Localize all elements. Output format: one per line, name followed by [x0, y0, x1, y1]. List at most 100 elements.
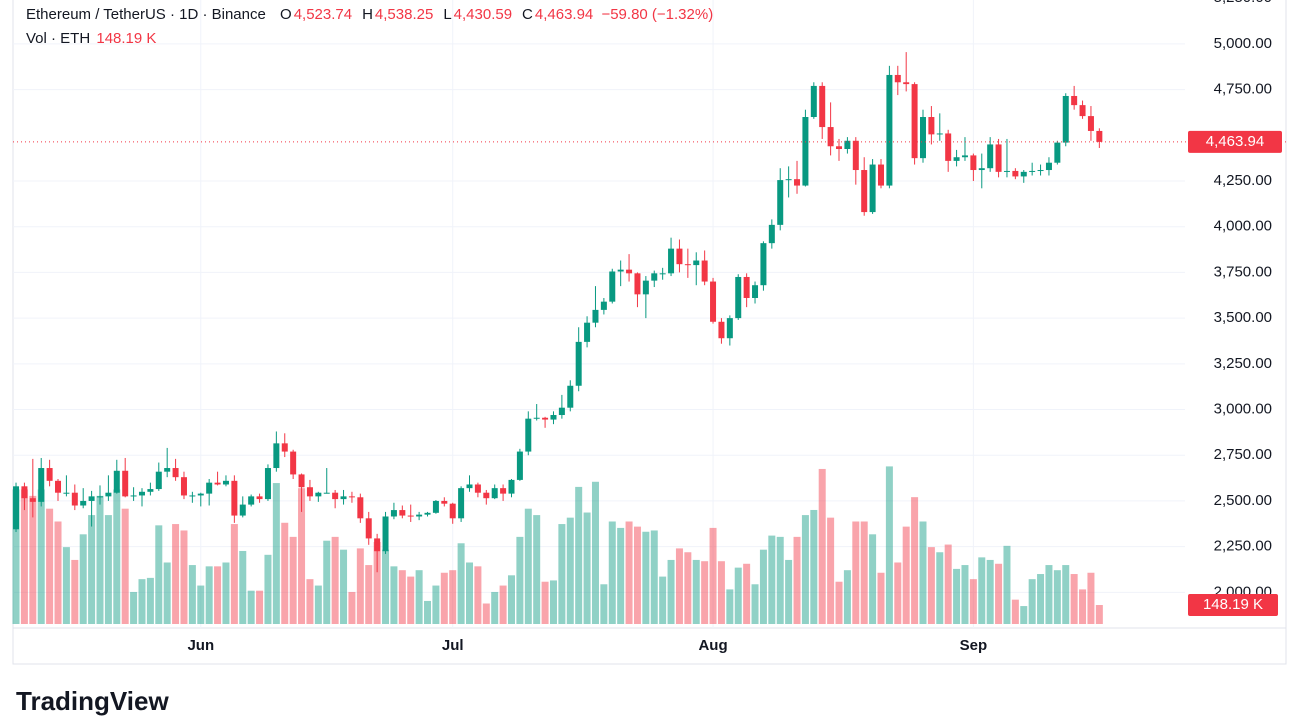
volume-bar	[617, 527, 625, 624]
candle-body	[852, 140, 859, 171]
candle-body	[264, 468, 271, 500]
candle-body	[558, 407, 565, 416]
candle-body	[953, 157, 960, 161]
volume-bar	[911, 497, 919, 624]
volume-pane	[12, 466, 1103, 624]
volume-bar	[306, 579, 314, 624]
candle-body	[290, 451, 297, 475]
candles	[13, 52, 1103, 573]
volume-bar	[491, 591, 499, 624]
candle-body	[777, 180, 784, 225]
volume-bar	[843, 570, 851, 624]
volume-bar	[1087, 572, 1095, 624]
volume-bar	[256, 590, 264, 624]
candle-body	[432, 500, 439, 513]
candle-body	[416, 514, 423, 517]
volume-bar	[885, 466, 893, 624]
candle-body	[903, 82, 910, 85]
candle-body	[525, 418, 532, 452]
volume-bar	[1020, 606, 1028, 624]
candle-body	[306, 487, 313, 497]
candle-body	[1012, 170, 1019, 177]
volume-bar	[558, 524, 566, 624]
candle-body	[46, 468, 53, 481]
candle-body	[701, 260, 708, 282]
volume-bar	[591, 481, 599, 624]
x-tick-label: Jul	[442, 637, 464, 654]
candle-body	[516, 451, 523, 480]
volume-bar	[340, 549, 348, 624]
volume-line: Vol · ETH 148.19 K	[26, 30, 158, 47]
volume-bar	[801, 515, 809, 624]
volume-bar	[121, 508, 129, 624]
candle-body	[1079, 105, 1086, 117]
candle-body	[222, 480, 229, 485]
y-tick-label: 5,250.00	[1214, 0, 1272, 6]
candle-body	[550, 415, 557, 420]
candle-body	[483, 492, 490, 499]
volume-bar	[709, 527, 717, 624]
last-price-label: 4,463.94	[1206, 133, 1264, 150]
volume-bar	[583, 512, 591, 624]
volume-bar	[575, 486, 583, 624]
candle-body	[365, 518, 372, 539]
volume-bar	[188, 565, 196, 624]
ohlc-key: C	[522, 6, 533, 23]
candle-body	[659, 273, 666, 275]
volume-bar	[524, 508, 532, 624]
candle-body	[1087, 116, 1094, 131]
candle-body	[1045, 162, 1052, 171]
candle-body	[155, 471, 162, 490]
candle-body	[827, 127, 834, 147]
volume-title: Vol · ETH	[26, 30, 91, 47]
ohlc-values: O 4,523.74 H 4,538.25 L 4,430.59 C 4,463.94	[272, 6, 595, 23]
volume-bar	[953, 568, 961, 624]
ohlc-value: 4,523.74	[293, 6, 353, 23]
candle-body	[752, 285, 759, 299]
volume-bar	[751, 584, 759, 624]
volume-bar	[12, 489, 20, 624]
volume-bar	[743, 563, 751, 624]
candle-body	[88, 496, 95, 501]
candle-body	[936, 133, 943, 135]
candle-body	[668, 248, 675, 274]
volume-bar	[54, 521, 62, 624]
volume-bar	[726, 589, 734, 624]
candle-body	[382, 516, 389, 552]
volume-bar	[407, 576, 415, 624]
candle-body	[877, 164, 884, 186]
volume-bar	[373, 541, 381, 624]
candle-body	[970, 155, 977, 171]
x-tick-label: Jun	[187, 637, 214, 654]
volume-bar	[415, 570, 423, 624]
volume-bar	[432, 585, 440, 624]
volume-bar	[717, 561, 725, 624]
volume-bar	[860, 521, 868, 624]
volume-bar	[549, 580, 557, 624]
volume-bar	[877, 572, 885, 624]
volume-bar	[130, 591, 138, 624]
volume-bar	[20, 489, 28, 624]
candle-body	[533, 417, 540, 419]
volume-bar	[507, 575, 515, 624]
candle-body	[357, 497, 364, 519]
volume-bar	[600, 584, 608, 624]
candle-body	[894, 74, 901, 83]
volume-bar	[835, 581, 843, 624]
candle-body	[919, 117, 926, 159]
candle-body	[693, 260, 700, 266]
volume-bar	[533, 515, 541, 624]
candle-body	[441, 500, 448, 504]
candle-body	[71, 492, 78, 506]
volume-bar	[138, 579, 146, 624]
candle-body	[634, 273, 641, 295]
candle-body	[281, 443, 288, 452]
volume-bar	[768, 535, 776, 624]
ohlc-key: O	[280, 6, 292, 23]
x-tick-label: Sep	[960, 637, 988, 654]
candle-body	[180, 477, 187, 496]
volume-bar	[894, 562, 902, 624]
volume-bar	[650, 530, 658, 624]
candle-body	[642, 280, 649, 295]
volume-bar	[205, 566, 213, 624]
